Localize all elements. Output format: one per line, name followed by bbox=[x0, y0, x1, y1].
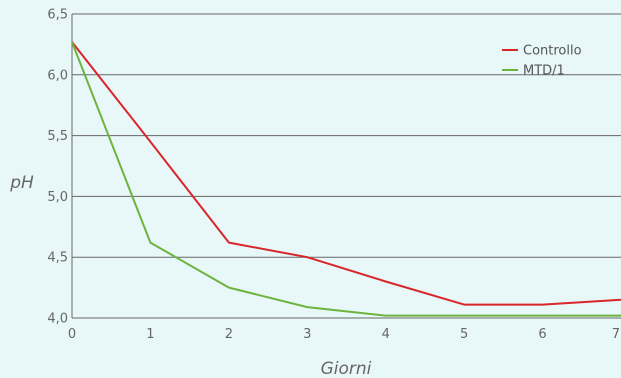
y-tick-label: 5,0 bbox=[47, 190, 68, 205]
x-axis-ticks: 0 1 2 3 4 5 6 7 bbox=[68, 327, 620, 342]
y-tick-label: 4,5 bbox=[47, 251, 68, 266]
legend: Controllo MTD/1 bbox=[502, 44, 582, 79]
y-tick-label: 6,5 bbox=[47, 8, 68, 23]
y-axis-ticks: 4,0 4,5 5,0 5,5 6,0 6,5 bbox=[47, 8, 68, 327]
x-tick-label: 7 bbox=[612, 327, 620, 342]
grid-lines bbox=[71, 13, 621, 319]
x-tick-label: 4 bbox=[382, 327, 390, 342]
y-tick-label: 6,0 bbox=[47, 68, 68, 83]
legend-label-mtd-1: MTD/1 bbox=[523, 64, 565, 79]
x-tick-label: 2 bbox=[225, 327, 233, 342]
x-tick-label: 5 bbox=[460, 327, 468, 342]
y-tick-label: 4,0 bbox=[47, 312, 68, 327]
x-axis-title: Giorni bbox=[321, 359, 372, 378]
series-lines bbox=[71, 41, 621, 317]
legend-label-controllo: Controllo bbox=[523, 44, 582, 59]
series-line-mtd-1 bbox=[71, 41, 621, 317]
x-tick-label: 6 bbox=[538, 327, 546, 342]
x-tick-label: 3 bbox=[303, 327, 311, 342]
y-axis-title: pH bbox=[9, 173, 34, 193]
series-line-controllo bbox=[71, 41, 621, 306]
x-tick-label: 1 bbox=[146, 327, 154, 342]
x-tick-label: 0 bbox=[68, 327, 76, 342]
y-tick-label: 5,5 bbox=[47, 129, 68, 144]
